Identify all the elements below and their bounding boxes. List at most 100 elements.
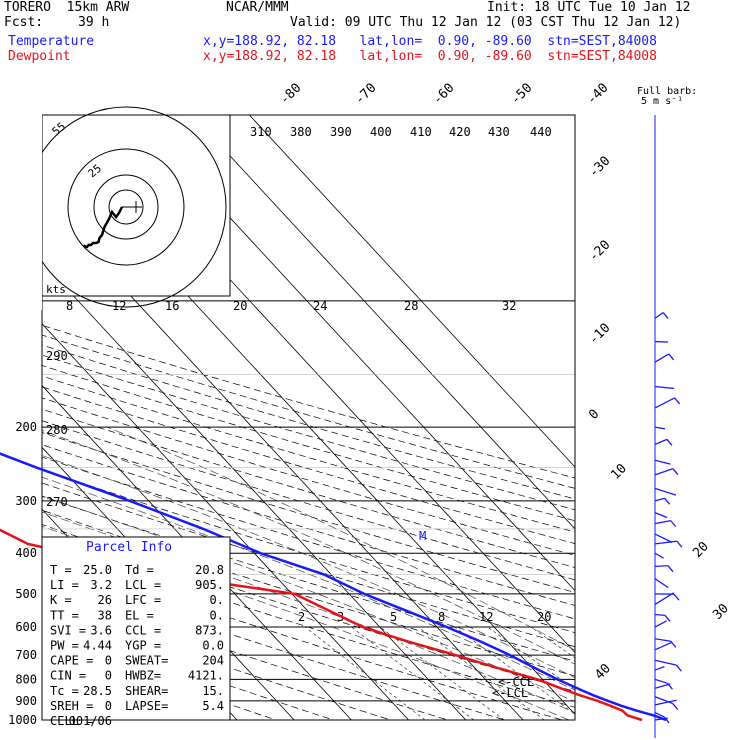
parcel-value: 873.	[195, 623, 224, 637]
temperature-coords: x,y=188.92, 82.18 lat,lon= 0.90, -89.60 …	[203, 34, 657, 49]
parcel-value: 15.	[202, 684, 224, 698]
isotherm-line	[42, 323, 409, 720]
wind-barb	[654, 533, 673, 543]
wind-barb-flag	[674, 397, 681, 405]
parcel-value: 0.	[210, 593, 224, 607]
wind-barb	[654, 620, 667, 628]
wind-barb	[654, 613, 666, 616]
parcel-value: 204	[202, 654, 224, 668]
parcel-label: CAPE =	[50, 654, 93, 668]
wind-barb	[654, 678, 668, 684]
moist-adiabat	[42, 430, 575, 665]
wind-barb-flag	[673, 593, 680, 601]
wind-barb	[654, 519, 671, 525]
parcel-label: SREH =	[50, 699, 93, 713]
temperature-tick-label: -60	[430, 81, 457, 108]
hodograph-axis-label: 32	[502, 299, 516, 313]
mixing-ratio-label: 5	[390, 610, 397, 624]
dry-adiabat	[42, 553, 564, 720]
parcel-box	[41, 536, 231, 721]
wind-barb	[654, 641, 673, 651]
parcel-label: LAPSE=	[125, 699, 168, 713]
wind-barb	[654, 459, 671, 465]
mixing-ratio-label: 12	[479, 610, 493, 624]
wind-barb	[654, 699, 677, 706]
ccl-marker-m: M	[419, 529, 426, 543]
pressure-label: 600	[15, 620, 37, 634]
parcel-label: LI =	[50, 578, 79, 592]
model-title: TORERO 15km ARW	[4, 0, 130, 15]
parcel-value: 25.0	[83, 563, 112, 577]
parcel-value: 3.6	[90, 623, 112, 637]
parcel-value: 0.0	[202, 639, 224, 653]
wind-barb	[654, 578, 669, 589]
mixing-ratio-label: 2	[298, 610, 305, 624]
parcel-label: K =	[50, 593, 72, 607]
parcel-value: 905.	[195, 578, 224, 592]
parcel-value: 0	[105, 654, 112, 668]
theta-label: 440	[530, 125, 552, 139]
wind-barb	[654, 438, 668, 446]
temperature-tick-label: -70	[352, 81, 379, 108]
wind-key-label: Full barb:	[637, 86, 697, 97]
pressure-label: 800	[15, 672, 37, 686]
parcel-label: CIN =	[50, 669, 86, 683]
parcel-value: 28.5	[83, 684, 112, 698]
wind-barb	[654, 312, 664, 319]
theta-label: 380	[290, 125, 312, 139]
wind-barb	[654, 659, 677, 666]
plot-frame	[41, 114, 576, 721]
theta-label: 400	[370, 125, 392, 139]
parcel-value: 4.44	[83, 639, 112, 653]
wind-barb	[654, 497, 665, 502]
init-time: Init: 18 UTC Tue 10 Jan 12	[487, 0, 691, 15]
wind-barb-flag	[666, 438, 673, 446]
theta-label: 310	[250, 125, 272, 139]
parcel-label: LFC =	[125, 593, 161, 607]
parcel-label: TT =	[50, 608, 79, 622]
pressure-label: 400	[15, 546, 37, 560]
wind-barb-flag	[668, 353, 675, 361]
isotherm-line	[249, 115, 575, 468]
theta-label: 410	[410, 125, 432, 139]
isotherm-line	[42, 384, 352, 720]
temperature-tick-label: 20	[690, 539, 712, 561]
wind-profile: Full barb:5 m s⁻¹	[637, 86, 697, 738]
pressure-label: 500	[15, 587, 37, 601]
dry-adiabat-label: 270	[46, 495, 68, 509]
parcel-label: SVI =	[50, 623, 86, 637]
mixing-ratio-label: 20	[537, 610, 551, 624]
mixing-ratio-line	[379, 626, 505, 720]
wind-barb-flag	[664, 614, 671, 622]
fcst-label: Fcst:	[4, 15, 44, 30]
temperature-tick-label: 0	[586, 407, 602, 423]
theta-label: 390	[330, 125, 352, 139]
parcel-label: Td =	[125, 563, 154, 577]
hodograph-axis-label: 8	[66, 299, 73, 313]
dry-adiabat	[42, 397, 575, 556]
hodograph-ring	[93, 174, 159, 240]
wind-barb	[654, 487, 677, 496]
temperature-tick-label: 10	[608, 461, 630, 483]
parcel-value: 20.8	[195, 563, 224, 577]
temperature-tick-label: -40	[584, 81, 611, 108]
temperature-tick-label: 30	[710, 601, 732, 623]
hodograph-axis-label: 12	[112, 299, 126, 313]
theta-label: 420	[449, 125, 471, 139]
wind-barb	[654, 717, 668, 721]
wind-barb	[654, 512, 668, 519]
temperature-line	[0, 452, 667, 722]
dry-adiabat	[42, 482, 575, 648]
temperature-tick-label: -30	[586, 154, 613, 181]
parcel-label: HWBZ=	[125, 669, 161, 683]
wind-barb	[654, 426, 665, 430]
hodograph-axis-label: 20	[233, 299, 247, 313]
wind-key-unit: 5 m s⁻¹	[641, 96, 683, 107]
temperature-tick-label: -10	[586, 321, 613, 348]
parcel-label: EL =	[125, 608, 154, 622]
pressure-label: 300	[15, 494, 37, 508]
dry-adiabat	[42, 334, 575, 489]
temperature-legend: Temperature	[8, 34, 95, 49]
parcel-label: YGP =	[125, 639, 161, 653]
temperature-tick-label: -50	[508, 81, 535, 108]
